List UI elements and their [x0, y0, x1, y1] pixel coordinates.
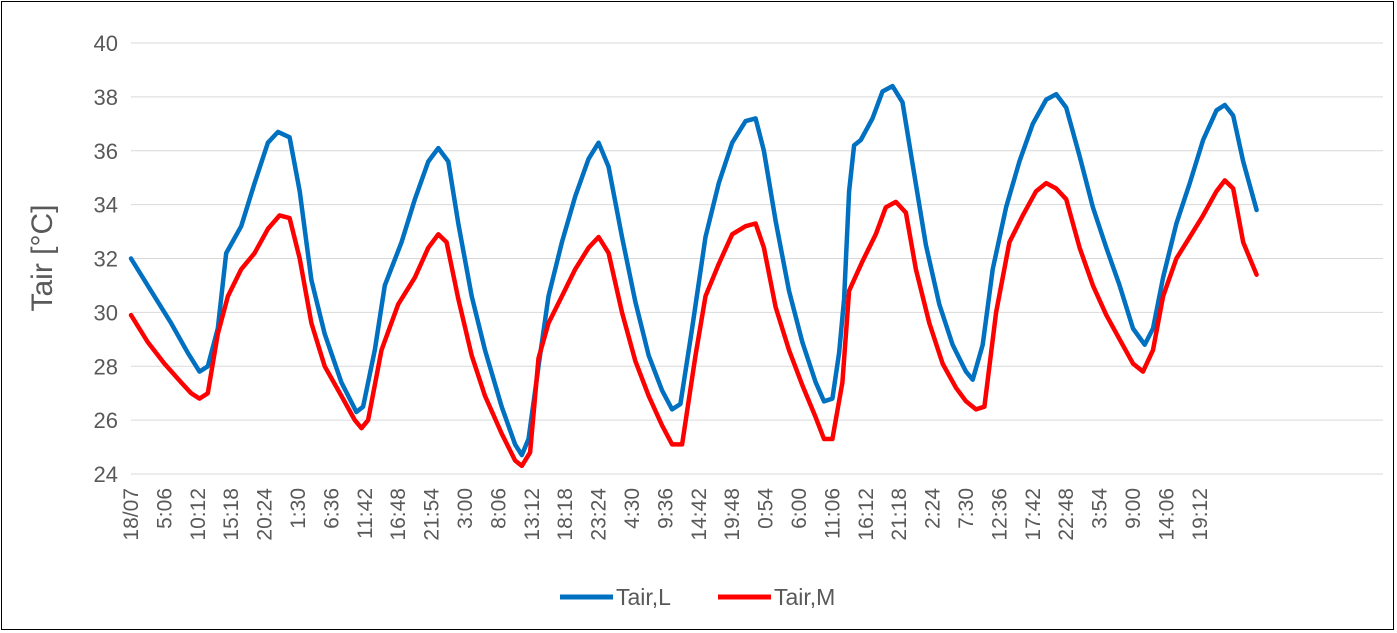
- x-tick-label: 19:48: [721, 488, 744, 541]
- x-tick-label: 1:30: [287, 488, 310, 529]
- x-tick-label: 11:06: [821, 488, 844, 539]
- x-tick-label: 21:18: [888, 488, 911, 541]
- x-tick-label: 22:48: [1055, 488, 1078, 541]
- x-tick-label: 15:18: [220, 488, 243, 541]
- y-tick-label: 28: [94, 354, 118, 379]
- legend: Tair,L Tair,M: [560, 584, 835, 610]
- x-axis-ticks: 18/07 5:06 10:12 15:18 20:24 1:30 6:36 11:42 16:…: [120, 488, 1212, 541]
- x-tick-label: 18/07: [120, 488, 143, 541]
- y-tick-label: 38: [94, 85, 118, 110]
- x-tick-label: 21:54: [421, 488, 444, 541]
- y-tick-label: 30: [94, 300, 118, 325]
- y-tick-label: 24: [94, 462, 118, 487]
- x-tick-label: 23:24: [588, 488, 611, 541]
- series-line-tair-m: [128, 178, 1259, 469]
- x-tick-label: 4:30: [621, 488, 644, 529]
- x-tick-label: 10:12: [187, 488, 210, 541]
- x-tick-label: 16:12: [855, 488, 878, 541]
- x-tick-label: 18:18: [554, 488, 577, 541]
- y-tick-label: 26: [94, 408, 118, 433]
- x-tick-label: 17:42: [1022, 488, 1045, 541]
- legend-label: Tair,M: [774, 584, 835, 610]
- x-tick-label: 9:00: [1122, 488, 1145, 529]
- x-tick-label: 11:42: [354, 488, 377, 539]
- legend-label: Tair,L: [616, 584, 671, 610]
- y-tick-label: 36: [94, 139, 118, 164]
- x-tick-label: 7:30: [955, 488, 978, 529]
- x-tick-label: 14:06: [1155, 488, 1178, 541]
- series-lines: [128, 83, 1259, 469]
- y-tick-label: 40: [94, 31, 118, 56]
- x-tick-label: 2:24: [922, 488, 945, 529]
- y-axis-label: Tair [°C]: [26, 204, 59, 311]
- y-axis-ticks: 24 26 28 30 32 34 36 38 40: [94, 31, 118, 487]
- x-tick-label: 6:00: [788, 488, 811, 529]
- series-line-tair-l: [128, 83, 1259, 458]
- x-tick-label: 16:48: [387, 488, 410, 541]
- x-tick-label: 19:12: [1189, 488, 1212, 541]
- x-tick-label: 8:06: [487, 488, 510, 529]
- x-tick-label: 20:24: [254, 488, 277, 541]
- y-tick-label: 32: [94, 247, 118, 272]
- x-tick-label: 5:06: [153, 488, 176, 529]
- x-tick-label: 13:12: [521, 488, 544, 541]
- x-tick-label: 6:36: [320, 488, 343, 529]
- x-tick-label: 0:54: [755, 488, 778, 529]
- x-tick-label: 14:42: [688, 488, 711, 541]
- x-tick-label: 3:00: [454, 488, 477, 529]
- x-tick-label: 12:36: [988, 488, 1011, 541]
- y-tick-label: 34: [94, 193, 118, 218]
- x-tick-label: 3:54: [1089, 488, 1112, 529]
- x-tick-label: 9:36: [654, 488, 677, 529]
- gridlines: [131, 42, 1383, 475]
